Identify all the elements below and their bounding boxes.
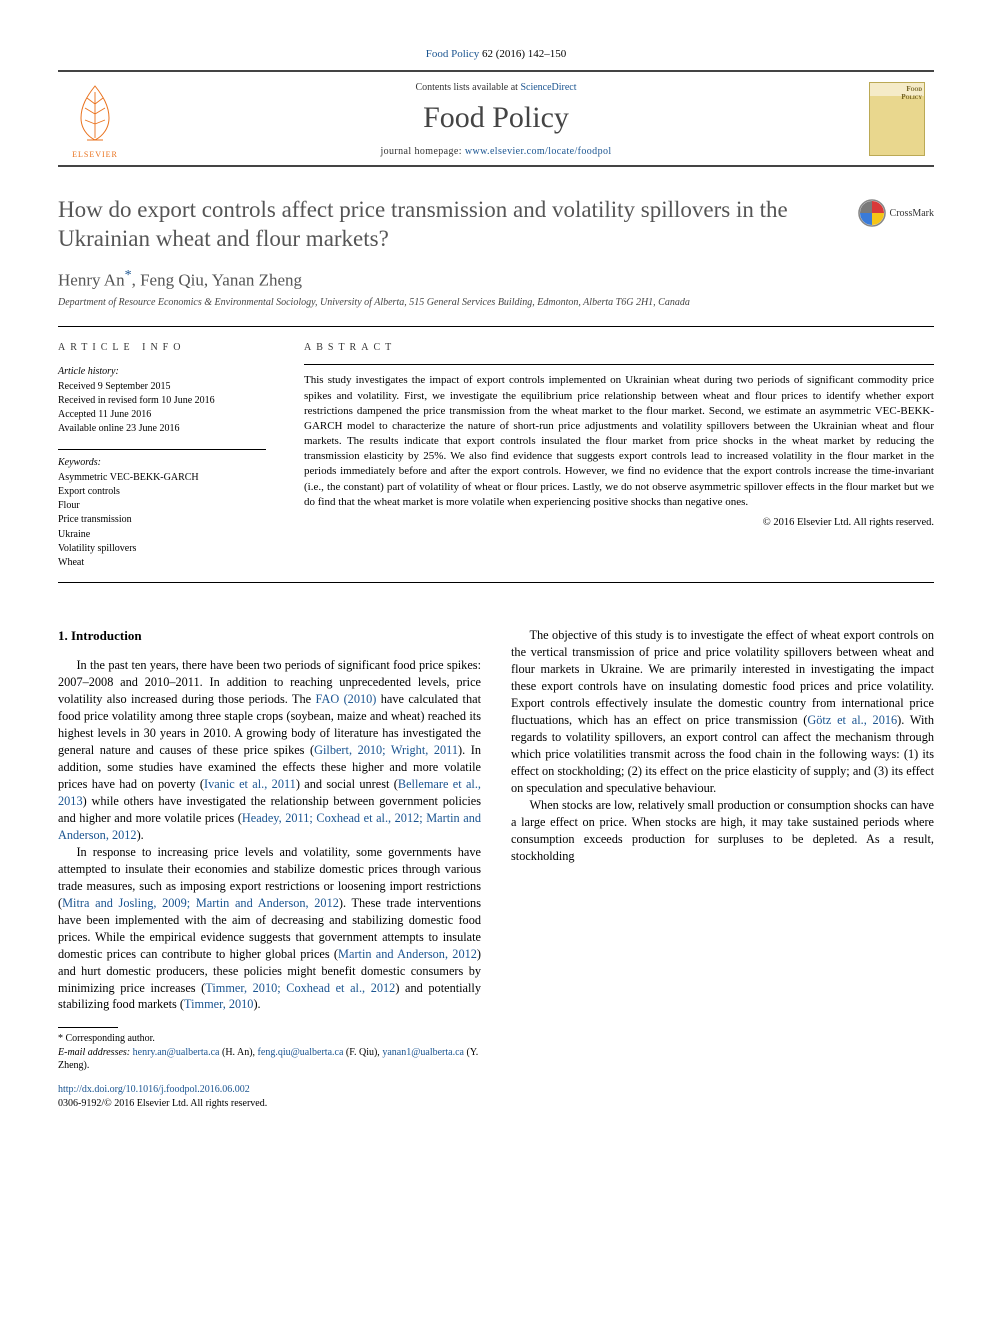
keyword: Wheat [58,556,266,570]
text: ) and social unrest ( [296,777,398,791]
doi-link[interactable]: http://dx.doi.org/10.1016/j.foodpol.2016… [58,1084,250,1095]
keywords: Keywords: Asymmetric VEC-BEKK-GARCH Expo… [58,456,266,571]
author-1: Henry An [58,271,125,290]
divider [304,364,934,365]
history-revised: Received in revised form 10 June 2016 [58,394,266,408]
journal-cover-thumb[interactable]: Food Policy [869,82,925,156]
abstract-text: This study investigates the impact of ex… [304,373,934,510]
page: Food Policy 62 (2016) 142–150 ELSEVIER C… [0,0,992,1151]
keyword: Ukraine [58,528,266,542]
email-link[interactable]: henry.an@ualberta.ca [133,1047,220,1058]
keywords-label: Keywords: [58,456,266,470]
publisher-name: ELSEVIER [72,150,118,159]
crossmark-label: CrossMark [890,208,934,219]
citation-link[interactable]: Ivanic et al., 2011 [204,777,296,791]
citation-link[interactable]: Götz et al., 2016 [807,713,897,727]
paragraph: In response to increasing price levels a… [58,844,481,1014]
body-columns: 1. Introduction In the past ten years, t… [58,627,934,1110]
keyword: Volatility spillovers [58,542,266,556]
article-title: How do export controls affect price tran… [58,195,842,254]
publisher-logo[interactable]: ELSEVIER [58,72,132,165]
cover-label: Food Policy [901,85,922,101]
citation-link[interactable]: Timmer, 2010; Coxhead et al., 2012 [205,981,395,995]
citation-link[interactable]: Gilbert, 2010; Wright, 2011 [314,743,458,757]
affiliation: Department of Resource Economics & Envir… [58,297,934,308]
footnotes: * Corresponding author. E-mail addresses… [58,1032,481,1073]
divider [58,449,266,450]
emails-label: E-mail addresses: [58,1047,133,1058]
corresponding-note: * Corresponding author. [58,1032,481,1046]
corresponding-mark[interactable]: * [125,268,132,283]
history-label: Article history: [58,365,266,379]
info-row: article info Article history: Received 9… [58,327,934,583]
email-link[interactable]: yanan1@ualberta.ca [382,1047,464,1058]
history-accepted: Accepted 11 June 2016 [58,408,266,422]
issn-copyright: 0306-9192/© 2016 Elsevier Ltd. All right… [58,1098,267,1109]
citation-link[interactable]: Mitra and Josling, 2009; Martin and Ande… [62,896,339,910]
copyright: © 2016 Elsevier Ltd. All rights reserved… [304,516,934,530]
section-heading: 1. Introduction [58,627,481,645]
citation-journal-link[interactable]: Food Policy [426,48,479,60]
homepage-link[interactable]: www.elsevier.com/locate/foodpol [465,146,612,157]
article-info: article info Article history: Received 9… [58,341,266,571]
author-3: Yanan Zheng [212,271,302,290]
text: ). [137,828,144,842]
abstract-label: abstract [304,341,934,355]
paragraph: When stocks are low, relatively small pr… [511,797,934,865]
history-received: Received 9 September 2015 [58,380,266,394]
text: (H. An), [219,1047,257,1058]
title-row: How do export controls affect price tran… [58,195,934,254]
text: ). [253,997,260,1011]
sciencedirect-link[interactable]: ScienceDirect [520,82,576,93]
elsevier-tree-icon [67,78,123,148]
sep: , [132,271,141,290]
paragraph: In the past ten years, there have been t… [58,657,481,844]
keyword: Flour [58,499,266,513]
article-info-label: article info [58,341,266,355]
authors: Henry An*, Feng Qiu, Yanan Zheng [58,268,934,291]
keyword: Export controls [58,485,266,499]
citation-ref: 62 (2016) 142–150 [479,48,566,60]
article-history: Article history: Received 9 September 20… [58,365,266,437]
contents-prefix: Contents lists available at [415,82,520,93]
crossmark-badge[interactable]: CrossMark [858,199,934,227]
footnote-separator [58,1027,118,1028]
citation-line: Food Policy 62 (2016) 142–150 [58,48,934,60]
paragraph: The objective of this study is to invest… [511,627,934,797]
journal-title: Food Policy [132,101,860,135]
keyword: Asymmetric VEC-BEKK-GARCH [58,471,266,485]
crossmark-icon [858,199,886,227]
author-2: Feng Qiu [140,271,204,290]
citation-link[interactable]: Martin and Anderson, 2012 [338,947,477,961]
divider [58,582,934,583]
keyword: Price transmission [58,513,266,527]
citation-link[interactable]: FAO (2010) [316,692,377,706]
text: (F. Qiu), [343,1047,382,1058]
journal-homepage: journal homepage: www.elsevier.com/locat… [132,146,860,157]
emails: E-mail addresses: henry.an@ualberta.ca (… [58,1046,481,1073]
header-center: Contents lists available at ScienceDirec… [132,72,860,165]
history-online: Available online 23 June 2016 [58,422,266,436]
journal-header: ELSEVIER Contents lists available at Sci… [58,70,934,167]
cover-thumbnail-box: Food Policy [860,72,934,165]
abstract: abstract This study investigates the imp… [304,341,934,571]
doi-block: http://dx.doi.org/10.1016/j.foodpol.2016… [58,1083,481,1111]
email-link[interactable]: feng.qiu@ualberta.ca [258,1047,344,1058]
sep: , [204,271,212,290]
homepage-prefix: journal homepage: [380,146,464,157]
contents-available: Contents lists available at ScienceDirec… [132,82,860,93]
citation-link[interactable]: Timmer, 2010 [184,997,253,1011]
